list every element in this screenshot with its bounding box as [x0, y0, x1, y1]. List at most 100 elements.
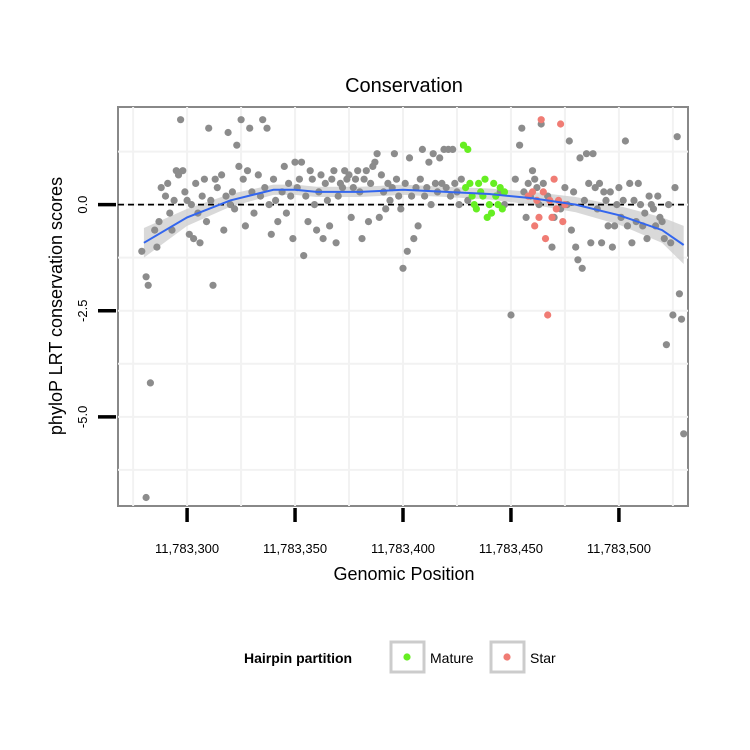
data-point-other	[310, 201, 319, 209]
data-point-other	[595, 179, 604, 187]
data-point-other	[673, 133, 681, 141]
data-point-other	[351, 175, 360, 183]
data-point-other	[654, 192, 662, 200]
y-axis-title: phyloP LRT conservation scores	[46, 177, 66, 435]
data-point-star	[539, 188, 547, 196]
legend-label-mature: Mature	[430, 650, 474, 666]
legend-item-star: Star	[489, 640, 556, 674]
data-point-other	[161, 192, 170, 200]
data-point-other	[177, 116, 185, 124]
data-point-other	[308, 175, 316, 183]
data-point-other	[254, 171, 262, 179]
data-point-other	[237, 116, 245, 124]
data-point-other	[207, 196, 215, 204]
y-axis: 0.0 -2.5 -5.0	[75, 196, 116, 428]
data-point-other	[522, 213, 530, 221]
loess-curve	[143, 188, 685, 246]
data-point-other	[367, 179, 375, 187]
data-point-other	[166, 209, 174, 217]
data-point-other	[645, 192, 653, 200]
data-point-other	[598, 239, 606, 247]
data-point-mature	[466, 179, 474, 187]
data-point-other	[200, 175, 208, 183]
data-point-other	[198, 192, 206, 200]
data-point-other	[677, 315, 686, 323]
y-tick-label: 0.0	[75, 196, 90, 214]
data-point-other	[213, 184, 221, 192]
data-point-other	[151, 226, 159, 234]
data-point-other	[589, 150, 597, 158]
data-point-other	[436, 154, 444, 162]
data-point-other	[386, 196, 394, 204]
data-point-other	[142, 493, 150, 502]
data-point-other	[295, 175, 303, 183]
chart-title: Conservation	[345, 75, 463, 97]
data-point-other	[425, 158, 433, 166]
data-point-other	[202, 218, 211, 226]
data-point-other	[164, 179, 172, 187]
x-axis: 11,783,300 11,783,350 11,783,400 11,783,450…	[155, 508, 651, 556]
y-tick-label: -2.5	[75, 300, 90, 322]
data-point-other	[239, 175, 247, 183]
legend-swatch-star	[503, 653, 511, 661]
data-point-other	[585, 179, 593, 187]
data-point-star	[541, 235, 550, 243]
data-point-other	[380, 188, 388, 196]
y-tick-label: -5.0	[75, 406, 90, 428]
data-point-other	[181, 188, 189, 196]
data-point-other	[403, 247, 411, 255]
data-point-mature	[472, 205, 480, 213]
legend-title: Hairpin partition	[244, 650, 352, 666]
data-point-other	[349, 184, 357, 192]
data-point-other	[289, 235, 297, 243]
data-point-other	[613, 201, 621, 209]
data-point-mature	[481, 175, 489, 183]
data-point-other	[446, 192, 455, 200]
data-point-other	[332, 239, 340, 247]
data-point-other	[408, 192, 416, 200]
data-point-other	[354, 167, 362, 175]
data-point-star	[559, 218, 567, 226]
data-point-other	[170, 196, 178, 204]
data-point-other	[274, 218, 282, 226]
data-point-other	[323, 196, 331, 204]
data-point-other	[205, 124, 213, 132]
legend: Hairpin partition Mature Star	[244, 640, 556, 674]
data-point-other	[660, 235, 668, 243]
data-point-other	[680, 430, 688, 438]
data-point-other	[567, 226, 576, 234]
data-point-other	[455, 201, 463, 209]
data-point-other	[405, 154, 414, 162]
data-point-other	[222, 192, 230, 200]
data-point-other	[641, 209, 649, 217]
data-point-other	[421, 192, 429, 200]
data-point-star	[537, 116, 545, 124]
data-point-other	[287, 192, 295, 200]
data-point-other	[576, 154, 584, 162]
data-point-other	[418, 145, 426, 153]
data-point-other	[235, 162, 243, 170]
data-point-other	[360, 175, 368, 183]
data-point-other	[429, 150, 437, 158]
data-point-other	[548, 243, 556, 251]
data-point-other	[285, 179, 293, 187]
data-point-star	[552, 205, 560, 213]
data-point-other	[373, 150, 381, 158]
data-point-star	[535, 213, 543, 221]
data-point-other	[399, 264, 407, 272]
data-point-other	[649, 205, 658, 213]
data-point-other	[265, 201, 273, 209]
data-point-other	[220, 226, 228, 234]
data-point-other	[377, 171, 385, 179]
data-point-other	[233, 141, 241, 149]
x-tick-label: 11,783,400	[371, 541, 435, 556]
data-point-other	[187, 201, 195, 209]
data-point-other	[570, 188, 578, 196]
data-point-other	[190, 235, 198, 243]
data-point-other	[297, 158, 306, 166]
data-point-other	[410, 235, 418, 243]
data-point-other	[382, 205, 390, 213]
data-point-other	[364, 218, 373, 226]
data-point-star	[544, 311, 552, 319]
